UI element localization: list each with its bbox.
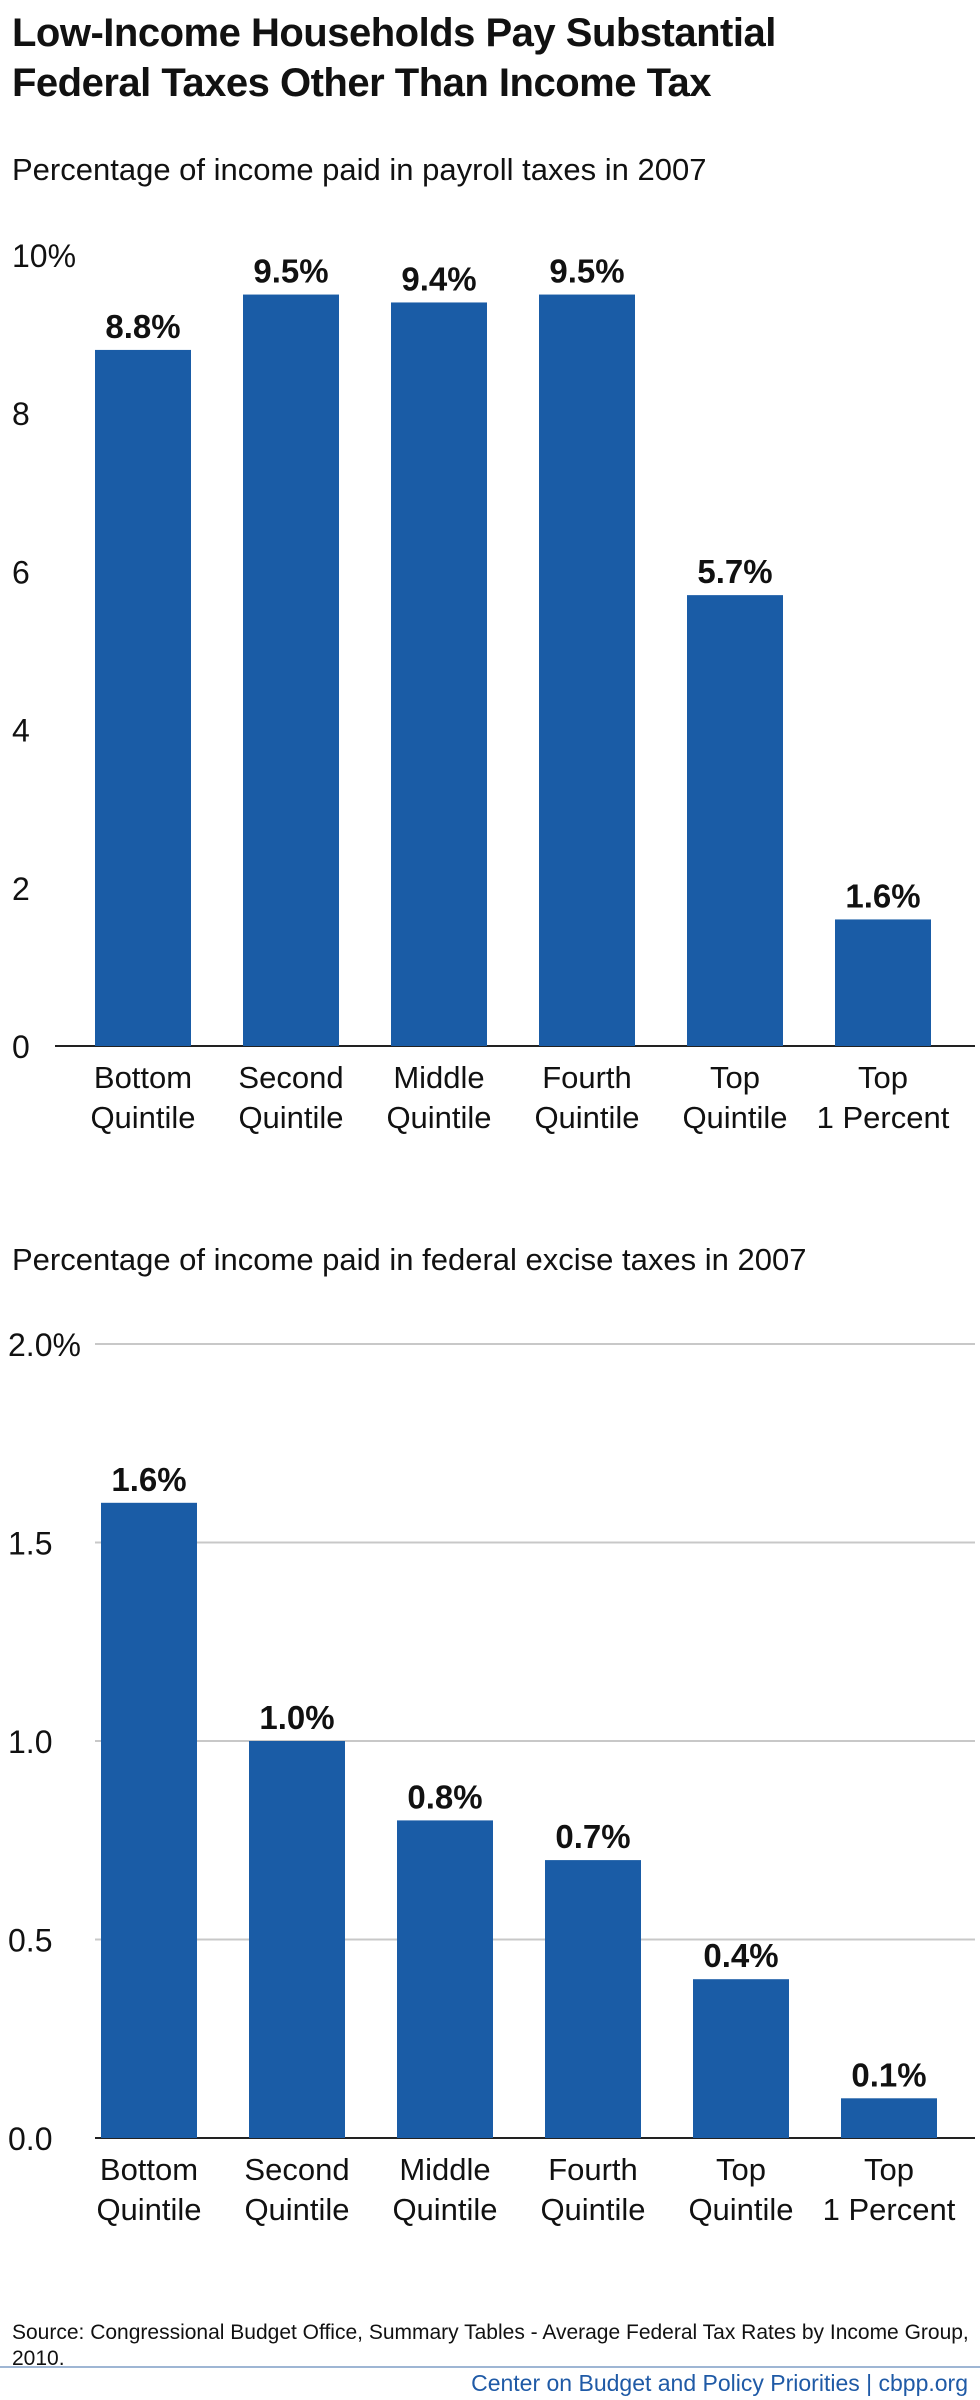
y-tick-label: 6 — [12, 554, 30, 590]
title-line-2: Federal Taxes Other Than Income Tax — [12, 61, 712, 105]
y-tick-label: 0.5 — [8, 1923, 52, 1959]
x-tick-label: Second — [244, 2152, 349, 2187]
data-label: 9.4% — [401, 260, 476, 297]
x-tick-label: Top — [858, 1060, 908, 1095]
x-tick-label: Bottom — [100, 2152, 198, 2187]
page-title: Low-Income Households Pay Substantial Fe… — [12, 8, 972, 108]
source-note: Source: Congressional Budget Office, Sum… — [12, 2321, 969, 2370]
x-tick-label: Top — [710, 1060, 760, 1095]
bar-5 — [693, 1979, 789, 2138]
bar-3 — [391, 302, 487, 1047]
data-label: 0.4% — [703, 1937, 778, 1974]
x-tick-label: Middle — [393, 1060, 484, 1095]
data-label: 9.5% — [549, 253, 624, 290]
data-label: 1.6% — [845, 877, 920, 914]
x-tick-label: Quintile — [540, 2192, 645, 2227]
data-label: 8.8% — [105, 308, 180, 345]
chart-1-title: Percentage of income paid in payroll tax… — [12, 152, 707, 187]
x-tick-label: Quintile — [688, 2192, 793, 2227]
footer-credit: Center on Budget and Policy Priorities |… — [471, 2370, 968, 2396]
x-tick-label: Top — [864, 2152, 914, 2187]
x-tick-label: Quintile — [392, 2192, 497, 2227]
y-tick-label: 8 — [12, 396, 30, 432]
x-tick-label: Bottom — [94, 1060, 192, 1095]
x-tick-label: Fourth — [542, 1060, 632, 1095]
bar-1 — [95, 349, 191, 1046]
bar-6 — [835, 919, 931, 1046]
x-tick-label: Quintile — [386, 1100, 491, 1135]
data-label: 0.8% — [407, 1778, 482, 1815]
bar-3 — [397, 1820, 493, 2138]
x-tick-label: Quintile — [90, 1100, 195, 1135]
chart-2-title: Percentage of income paid in federal exc… — [12, 1242, 807, 1277]
title-line-1: Low-Income Households Pay Substantial — [12, 11, 776, 55]
x-tick-label: Top — [716, 2152, 766, 2187]
x-tick-label: 1 Percent — [817, 1100, 950, 1135]
x-tick-label: Quintile — [238, 1100, 343, 1135]
bar-2 — [249, 1741, 345, 2138]
x-tick-label: Middle — [399, 2152, 490, 2187]
y-tick-label: 4 — [12, 713, 30, 749]
y-tick-label: 0 — [12, 1029, 30, 1065]
data-label: 1.0% — [259, 1699, 334, 1736]
x-tick-label: Quintile — [682, 1100, 787, 1135]
footer-divider — [0, 2366, 980, 2368]
y-tick-label: 2.0% — [8, 1327, 81, 1363]
bar-1 — [101, 1502, 197, 2138]
bar-2 — [243, 294, 339, 1046]
data-label: 0.7% — [555, 1818, 630, 1855]
y-tick-label: 10% — [12, 238, 76, 274]
y-tick-label: 1.0 — [8, 1724, 52, 1760]
x-tick-label: 1 Percent — [823, 2192, 956, 2227]
x-tick-label: Second — [238, 1060, 343, 1095]
data-label: 5.7% — [697, 553, 772, 590]
bar-5 — [687, 595, 783, 1046]
y-tick-label: 0.0 — [8, 2121, 52, 2157]
y-tick-label: 1.5 — [8, 1526, 52, 1562]
data-label: 1.6% — [111, 1461, 186, 1498]
x-tick-label: Fourth — [548, 2152, 638, 2187]
bar-6 — [841, 2098, 937, 2138]
y-tick-label: 2 — [12, 871, 30, 907]
payroll-tax-chart: 0 2 4 6 8 10% 8.8% Bottom Quintile 9.5% Second Quin… — [12, 238, 975, 1135]
data-label: 9.5% — [253, 253, 328, 290]
x-tick-label: Quintile — [96, 2192, 201, 2227]
x-tick-label: Quintile — [534, 1100, 639, 1135]
data-label: 0.1% — [851, 2056, 926, 2093]
bar-4 — [545, 1860, 641, 2138]
x-tick-label: Quintile — [244, 2192, 349, 2227]
bar-4 — [539, 294, 635, 1046]
excise-tax-chart: 0.0 0.5 1.0 1.5 2.0% 1.6% Bottom Quintile 1.0% Se… — [8, 1327, 975, 2227]
